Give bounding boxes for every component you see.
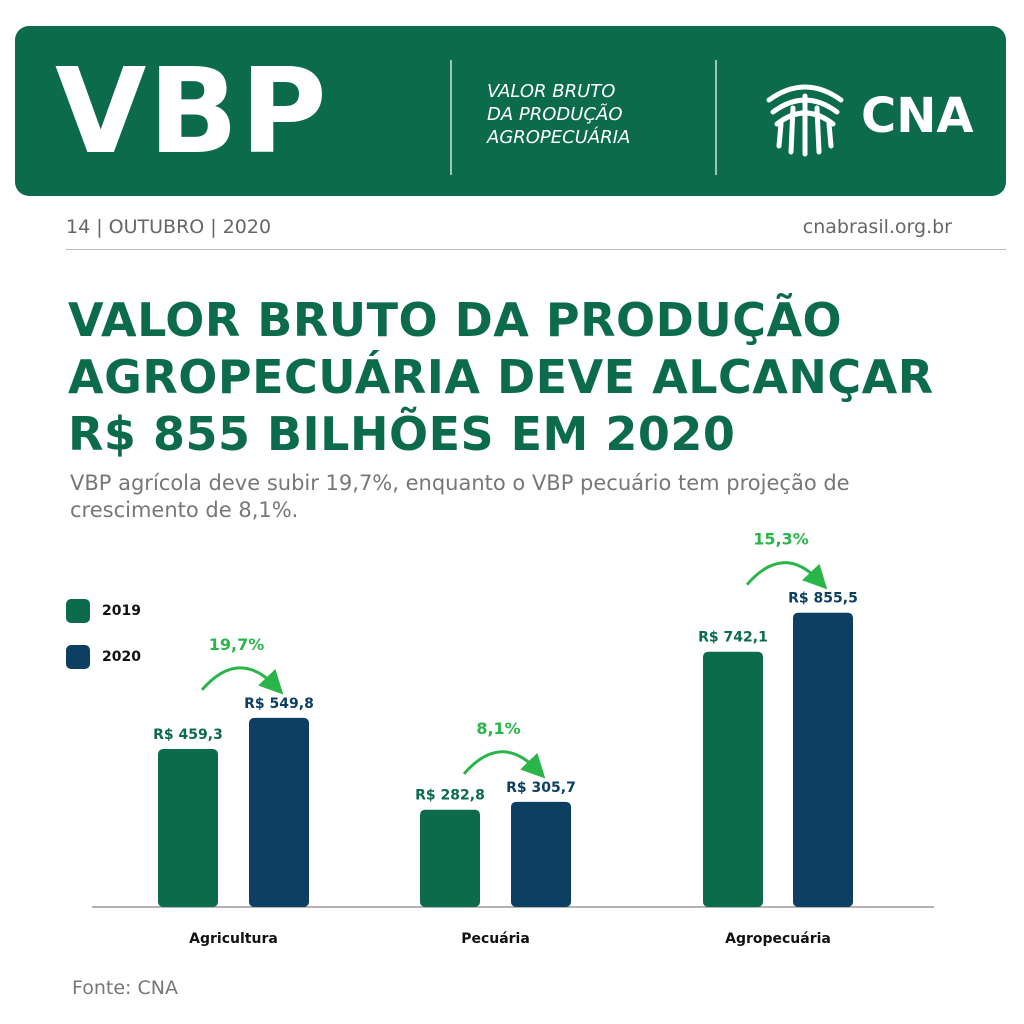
source-note: Fonte: CNA xyxy=(72,977,178,999)
bar-2019-pecuária xyxy=(420,809,480,907)
legend-label-2019: 2019 xyxy=(102,603,141,619)
category-label: Pecuária xyxy=(461,931,530,947)
legend-swatch-2019 xyxy=(66,599,90,623)
data-label: R$ 305,7 xyxy=(506,780,576,796)
bar-2019-agropecuária xyxy=(703,651,763,907)
chart-legend: 2019 2020 xyxy=(66,588,141,680)
bar-2020-pecuária xyxy=(511,801,571,907)
data-label: R$ 549,8 xyxy=(244,696,314,712)
growth-label: 15,3% xyxy=(753,530,809,549)
bar-2019-agricultura xyxy=(158,749,218,907)
curved-arrow-icon xyxy=(462,750,546,779)
header-banner: VBP VALOR BRUTO DA PRODUÇÃO AGROPECUÁRIA… xyxy=(15,26,1006,196)
banner-subtitle-line: DA PRODUÇÃO xyxy=(487,104,623,125)
bar-2020-agricultura xyxy=(249,717,309,907)
banner-subtitle-line: AGROPECUÁRIA xyxy=(487,127,631,148)
publication-date: 14 | OUTUBRO | 2020 xyxy=(66,216,272,238)
cna-brand-text: CNA xyxy=(861,88,974,144)
data-label: R$ 459,3 xyxy=(153,727,223,743)
banner-divider xyxy=(715,60,717,175)
growth-label: 8,1% xyxy=(476,719,520,738)
legend-item-2019: 2019 xyxy=(66,588,141,634)
headline-line: AGROPECUÁRIA DEVE ALCANÇAR xyxy=(68,350,934,404)
curved-arrow-icon xyxy=(745,561,828,590)
website-link[interactable]: cnabrasil.org.br xyxy=(802,216,952,238)
cna-leaf-icon xyxy=(766,84,844,157)
headline-line: VALOR BRUTO DA PRODUÇÃO xyxy=(68,293,843,347)
legend-swatch-2020 xyxy=(66,645,90,669)
banner-subtitle: VALOR BRUTO DA PRODUÇÃO AGROPECUÁRIA xyxy=(487,80,630,149)
headline-line: R$ 855 BILHÕES EM 2020 xyxy=(68,407,736,461)
legend-item-2020: 2020 xyxy=(66,634,141,680)
data-label: R$ 742,1 xyxy=(698,630,768,646)
category-label: Agropecuária xyxy=(725,931,831,947)
divider-line xyxy=(66,249,1006,250)
bar-2020-agropecuária xyxy=(793,612,853,907)
vbp-logo-text: VBP xyxy=(55,42,329,180)
headline: VALOR BRUTO DA PRODUÇÃO AGROPECUÁRIA DEV… xyxy=(68,292,1008,463)
legend-label-2020: 2020 xyxy=(102,649,141,665)
banner-subtitle-line: VALOR BRUTO xyxy=(487,81,616,102)
data-label: R$ 282,8 xyxy=(415,788,485,804)
category-label: Agricultura xyxy=(189,931,278,947)
data-label: R$ 855,5 xyxy=(788,591,858,607)
growth-label: 19,7% xyxy=(209,635,265,654)
lead-text: VBP agrícola deve subir 19,7%, enquanto … xyxy=(70,471,850,522)
curved-arrow-icon xyxy=(200,666,284,695)
bar-chart: R$ 459,3 R$ 549,8 Agricultura 19,7% R$ 282,8… xyxy=(92,530,934,947)
banner-divider xyxy=(450,60,452,175)
